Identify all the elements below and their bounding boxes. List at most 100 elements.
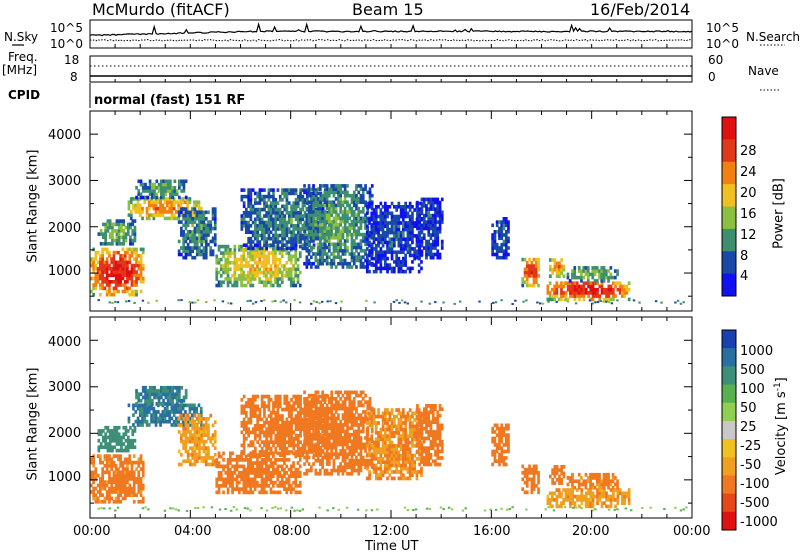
echo-cell (238, 474, 241, 478)
echo-cell (211, 436, 215, 441)
echo-cell (355, 229, 358, 234)
echo-cell (204, 449, 208, 454)
echo-cell (184, 436, 188, 441)
echo-cell (92, 263, 95, 268)
echo-cell (299, 407, 302, 412)
echo-cell (121, 460, 125, 465)
echo-cell (359, 187, 363, 191)
echo-cell (217, 257, 221, 262)
echo-cell (204, 459, 208, 464)
echo-cell (384, 253, 387, 258)
echo-cell (251, 407, 255, 412)
echo-cell (256, 458, 259, 462)
echo-cell (148, 179, 152, 184)
echo-cell (280, 474, 284, 478)
echo-cell (402, 230, 405, 235)
echo-cell (315, 404, 318, 409)
echo-cell (104, 232, 107, 236)
echo-cell (299, 420, 302, 425)
echo-cell (429, 200, 433, 205)
echo-cell (296, 471, 300, 475)
echo-cell (269, 277, 273, 281)
echo-cell (357, 184, 361, 188)
echo-cell (623, 291, 626, 295)
xtick-1: 04:00 (174, 524, 212, 539)
echo-cell (416, 204, 419, 208)
echo-cell (123, 467, 127, 471)
echo-cell (325, 193, 329, 198)
echo-cell (217, 280, 221, 284)
echo-cell (150, 413, 153, 417)
echo-cell (325, 206, 329, 211)
echo-cell (99, 263, 102, 268)
echo-cell (130, 470, 134, 475)
echo-cell (135, 467, 138, 471)
echo-cell (253, 257, 257, 262)
echo-cell (121, 247, 125, 252)
echo-cell (247, 480, 250, 485)
echo-cell (240, 257, 243, 262)
ground-scatter-cell (395, 299, 398, 302)
echo-cell (135, 402, 138, 406)
echo-cell (258, 217, 262, 222)
echo-cell (535, 274, 538, 278)
echo-cell (235, 480, 239, 485)
echo-cell (269, 464, 273, 469)
ground-scatter-cell (133, 301, 136, 304)
echo-cell (343, 219, 347, 224)
echo-cell (177, 220, 181, 224)
echo-cell (195, 426, 199, 431)
echo-cell (191, 230, 194, 234)
echo-cell (145, 410, 149, 414)
echo-cell (348, 265, 352, 269)
echo-cell (267, 257, 270, 262)
echo-cell (368, 234, 371, 238)
echo-cell (195, 430, 199, 434)
echo-cell (135, 257, 138, 261)
echo-cell (303, 439, 306, 444)
echo-cell (411, 240, 414, 245)
echo-cell (359, 242, 363, 247)
echo-cell (341, 190, 345, 195)
echo-cell (131, 432, 135, 437)
nsky-label: N.Sky (4, 30, 39, 44)
echo-cell (294, 251, 298, 255)
echo-cell (589, 287, 593, 292)
echo-cell (292, 471, 295, 475)
echo-cell (198, 417, 201, 421)
echo-cell (253, 467, 257, 472)
echo-cell (104, 445, 107, 450)
echo-cell (141, 464, 145, 468)
echo-cell (263, 440, 266, 444)
echo-cell (164, 392, 168, 397)
echo-cell (124, 429, 128, 433)
echo-cell (316, 187, 320, 191)
echo-cell (287, 424, 291, 428)
echo-cell (123, 257, 127, 261)
echo-cell (172, 406, 176, 411)
echo-cell (368, 190, 372, 195)
echo-cell (292, 201, 296, 205)
echo-cell (314, 226, 318, 230)
echo-cell (325, 239, 329, 243)
echo-cell (235, 484, 239, 488)
echo-cell (580, 275, 583, 280)
echo-cell (207, 223, 210, 228)
echo-cell (272, 188, 275, 192)
echo-cell (303, 390, 306, 395)
echo-cell (180, 226, 183, 231)
echo-cell (321, 220, 325, 225)
echo-cell (263, 233, 266, 238)
echo-cell (195, 200, 198, 204)
echo-cell (348, 206, 352, 211)
echo-cell (258, 411, 262, 415)
echo-cell (105, 283, 109, 287)
echo-cell (306, 401, 309, 405)
echo-cell (191, 456, 194, 460)
echo-cell (395, 214, 398, 219)
echo-cell (229, 248, 232, 252)
echo-cell (265, 437, 268, 441)
echo-cell (202, 249, 206, 253)
echo-cell (546, 297, 550, 302)
echo-cell (281, 430, 284, 435)
